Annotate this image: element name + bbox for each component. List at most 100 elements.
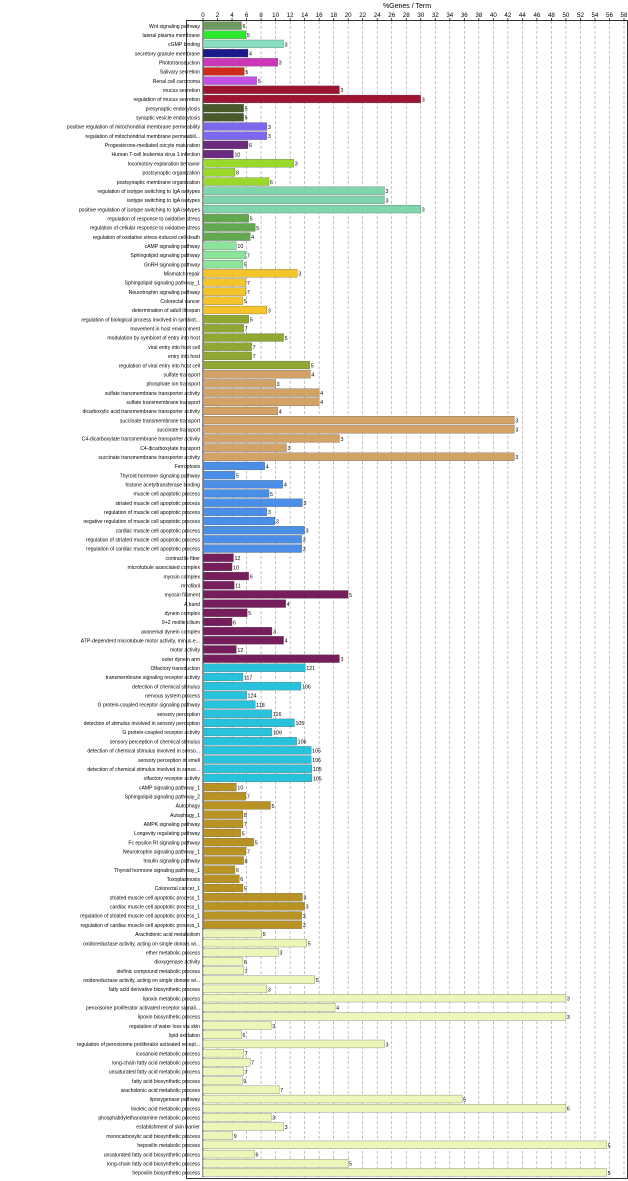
category-label: detection of chemical stimulus involved … [87,749,200,755]
bar [202,223,256,232]
gene-count-label: 5 [316,978,319,984]
category-label: Toxoplasmosis [167,877,201,883]
category-label: striated muscle cell apoptotic process [115,501,200,507]
gene-count-label: 3 [268,510,271,516]
bar [202,113,244,122]
gene-count-label: 3 [285,1125,288,1131]
gene-count-label: 3 [295,162,298,168]
bar [202,1122,284,1131]
x-tick-label: 6 [245,12,249,19]
category-label: arachidonic acid metabolic process [121,1088,201,1094]
gene-count-label: 4 [284,483,287,489]
category-label: lipoxin biosynthetic process [138,1015,200,1021]
category-label: long-chain fatty acid biosynthetic proce… [107,1161,200,1167]
bar [202,700,256,709]
bar [202,1104,567,1113]
bar [202,773,313,782]
bar [202,1012,567,1021]
bar [202,828,241,838]
bar [202,406,278,416]
bar [202,920,302,929]
category-label: lateral plasma membrane [143,33,201,39]
x-tick-label: 58 [621,12,628,19]
x-tick-label: 2 [216,12,220,19]
bar [202,471,236,480]
bar [202,149,234,159]
category-label: histone acetyltransferase binding [126,483,201,489]
bar [202,342,252,351]
bar [202,287,246,296]
category-label: Progesterone-mediated oocyte maturation [105,143,200,149]
gene-count-label: 9 [243,1079,246,1085]
category-label: myofibril [181,583,200,589]
bar [202,672,244,682]
bar [202,1113,272,1122]
bar [202,911,302,920]
x-tick-label: 46 [533,12,540,19]
gene-count-label: 3 [268,987,271,993]
gene-count-label: 9 [234,1134,237,1140]
bar [202,516,276,526]
gene-count-label: 12 [234,556,240,562]
bar [202,682,302,691]
category-label: transmembrane signaling receptor activit… [106,675,201,681]
x-tick-label: 18 [330,12,337,19]
gene-count-label: 5 [248,611,251,617]
category-label: regulation of muscle cell apoptotic proc… [104,510,200,516]
category-label: Autophagy [176,804,201,810]
gene-count-label: 4 [336,1006,339,1012]
gene-count-label: 3 [306,905,309,911]
bar [202,654,340,663]
bar [202,379,276,388]
bar [202,21,242,30]
category-label: regulation of biological process involve… [81,317,200,323]
bar [202,67,245,76]
category-label: myosin complex [163,574,200,580]
category-label: hepoxilin biosynthetic process [132,1171,200,1177]
category-label: cAMP signaling pathway_1 [139,785,200,791]
category-label: Neurotrophin signaling pathway_1 [123,850,200,856]
gene-count-label: 3 [287,446,290,452]
category-label: sulfate transport [163,372,200,378]
category-label: dioxygenase activity [154,960,200,966]
bar [202,571,249,581]
category-label: Human T-cell leukemia virus 1 infection [111,152,200,158]
gene-count-label: 7 [247,281,250,287]
bar [202,1039,385,1049]
gene-count-label: 4 [251,235,254,241]
x-tick-label: 48 [548,12,555,19]
category-label: GnRH signaling pathway [144,262,201,268]
gene-count-label: 5 [285,336,288,342]
x-tick-label: 36 [461,12,468,19]
gene-count-label: 5 [255,840,258,846]
bar [202,1003,336,1012]
bar [202,416,515,425]
category-label: succinate transmembrane transport [120,418,201,424]
bar [202,140,249,149]
category-label: succinate transmembrane transporter acti… [98,455,200,461]
gene-count-label: 109 [273,730,282,736]
category-label: striated muscle cell apoptotic process_1 [110,895,200,901]
x-tick-label: 0 [201,12,205,19]
bar [202,186,385,195]
gene-count-label: 7 [247,850,250,856]
category-label: detection of stimulus involved in sensor… [84,721,201,727]
x-tick-label: 30 [417,12,424,19]
bar [202,929,262,938]
category-label: Ferroptosis [175,464,201,470]
gene-count-label: 3 [422,207,425,213]
category-label: positive regulation of isotype switching… [79,207,201,213]
bar [202,94,421,104]
gene-count-label: 3 [268,308,271,314]
category-label: phosphate ion transport [146,382,200,388]
bar [202,874,240,883]
bar [202,938,307,948]
gene-count-label: 3 [272,1024,275,1030]
bar [202,168,236,177]
category-label: regulation of viral entry into host cell [119,363,200,369]
x-tick-label: 38 [475,12,482,19]
bar [202,498,303,507]
x-tick-label: 44 [519,12,526,19]
x-tick-label: 28 [403,12,410,19]
gene-count-label: 6 [567,1107,570,1113]
